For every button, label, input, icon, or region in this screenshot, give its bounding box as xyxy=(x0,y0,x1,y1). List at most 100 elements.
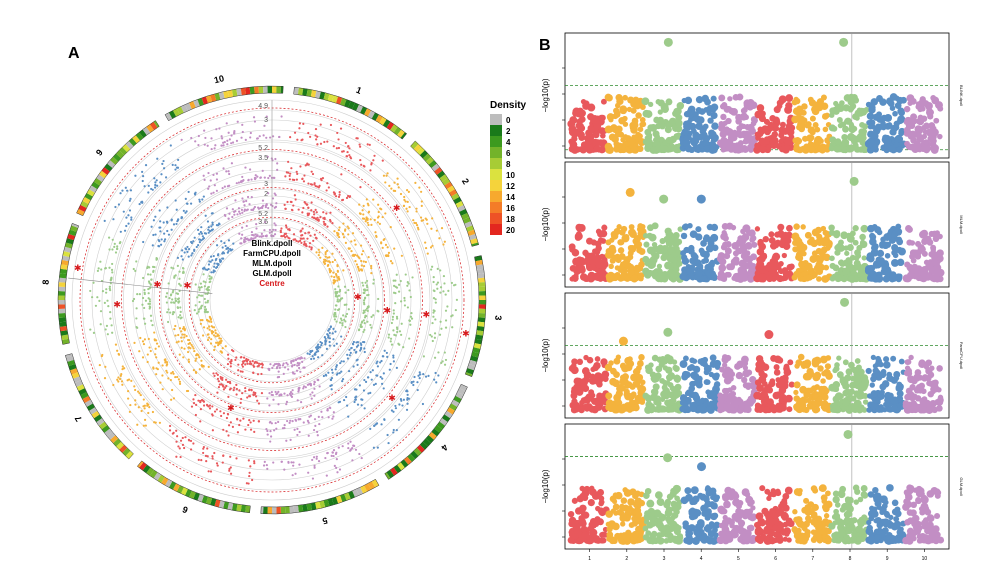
snp-point xyxy=(400,399,403,402)
snp-point xyxy=(321,354,324,357)
snp-point xyxy=(316,143,319,146)
snp-point xyxy=(345,196,349,200)
snp-point xyxy=(224,386,227,389)
snp-point xyxy=(406,306,409,309)
snp-point xyxy=(688,146,695,154)
snp-point xyxy=(129,403,132,407)
snp-point xyxy=(832,145,839,152)
snp-point xyxy=(319,256,322,259)
snp-point xyxy=(403,304,407,307)
snp-point xyxy=(622,121,629,127)
snp-point xyxy=(627,254,634,261)
snp-point xyxy=(250,389,253,392)
snp-point xyxy=(103,301,106,304)
snp-point xyxy=(829,255,835,262)
snp-point xyxy=(306,352,309,355)
snp-point xyxy=(265,115,268,118)
snp-point xyxy=(359,323,362,326)
snp-point xyxy=(250,178,253,181)
snp-point xyxy=(769,243,776,249)
density-cell xyxy=(227,502,234,511)
snp-point xyxy=(179,284,182,287)
snp-point xyxy=(341,297,344,300)
snp-point xyxy=(229,466,232,469)
snp-point xyxy=(209,260,212,263)
snp-point xyxy=(235,139,239,143)
snp-point xyxy=(337,275,340,279)
snp-point xyxy=(380,241,383,244)
snp-point xyxy=(345,395,348,399)
snp-point xyxy=(282,372,285,375)
snp-point xyxy=(349,440,352,443)
snp-point xyxy=(307,434,310,437)
snp-point xyxy=(203,178,206,182)
snp-point xyxy=(431,339,434,343)
snp-point xyxy=(235,356,238,359)
snp-point xyxy=(366,305,370,308)
snp-point xyxy=(108,248,111,251)
snp-point xyxy=(252,116,256,119)
snp-point xyxy=(287,236,290,239)
snp-point xyxy=(201,235,204,238)
snp-point xyxy=(296,399,299,402)
snp-point xyxy=(311,391,314,394)
snp-point xyxy=(710,146,718,154)
snp-point xyxy=(633,367,641,376)
density-cell xyxy=(403,456,412,465)
snp-point xyxy=(361,209,364,212)
snp-point xyxy=(190,405,194,408)
snp-point xyxy=(687,222,693,229)
snp-point xyxy=(124,186,127,189)
snp-point xyxy=(318,422,321,426)
snp-point xyxy=(640,379,646,386)
snp-point xyxy=(143,418,147,421)
snp-point xyxy=(879,98,887,106)
snp-point xyxy=(785,124,793,133)
snp-point xyxy=(120,380,124,383)
snp-point xyxy=(623,391,630,398)
snp-point xyxy=(651,354,659,362)
density-cell xyxy=(280,86,284,94)
density-cell xyxy=(478,282,486,288)
snp-point xyxy=(609,377,618,386)
snp-point xyxy=(852,239,859,246)
snp-point xyxy=(316,135,319,138)
snp-point xyxy=(296,138,299,141)
snp-point xyxy=(415,207,418,210)
snp-point xyxy=(242,179,245,182)
snp-point xyxy=(924,264,931,270)
snp-point xyxy=(236,431,240,434)
snp-point xyxy=(637,272,645,279)
snp-point xyxy=(316,430,319,433)
snp-point xyxy=(366,143,369,146)
snp-point xyxy=(719,366,726,373)
snp-point xyxy=(142,276,145,280)
snp-point xyxy=(633,381,641,388)
snp-point xyxy=(348,154,351,157)
snp-point xyxy=(263,124,266,127)
snp-point xyxy=(334,308,337,311)
snp-point xyxy=(135,307,138,310)
snp-point xyxy=(362,291,365,294)
snp-point xyxy=(158,209,161,212)
snp-point xyxy=(123,367,126,370)
snp-point xyxy=(371,369,374,372)
snp-point xyxy=(891,230,899,238)
snp-point xyxy=(322,211,325,214)
density-cell xyxy=(422,438,432,447)
snp-point xyxy=(754,226,761,232)
peak-snp-point xyxy=(625,187,635,197)
snp-point xyxy=(194,393,197,397)
snp-point xyxy=(853,275,859,282)
snp-point xyxy=(330,454,333,457)
snp-point xyxy=(624,146,631,153)
density-cell xyxy=(101,425,110,433)
snp-point xyxy=(174,199,177,202)
snp-point xyxy=(390,321,393,325)
snp-point xyxy=(366,320,369,323)
snp-point xyxy=(675,249,683,257)
snp-point xyxy=(347,415,350,418)
snp-point xyxy=(133,341,136,344)
snp-point xyxy=(590,116,597,124)
snp-point xyxy=(301,211,304,214)
